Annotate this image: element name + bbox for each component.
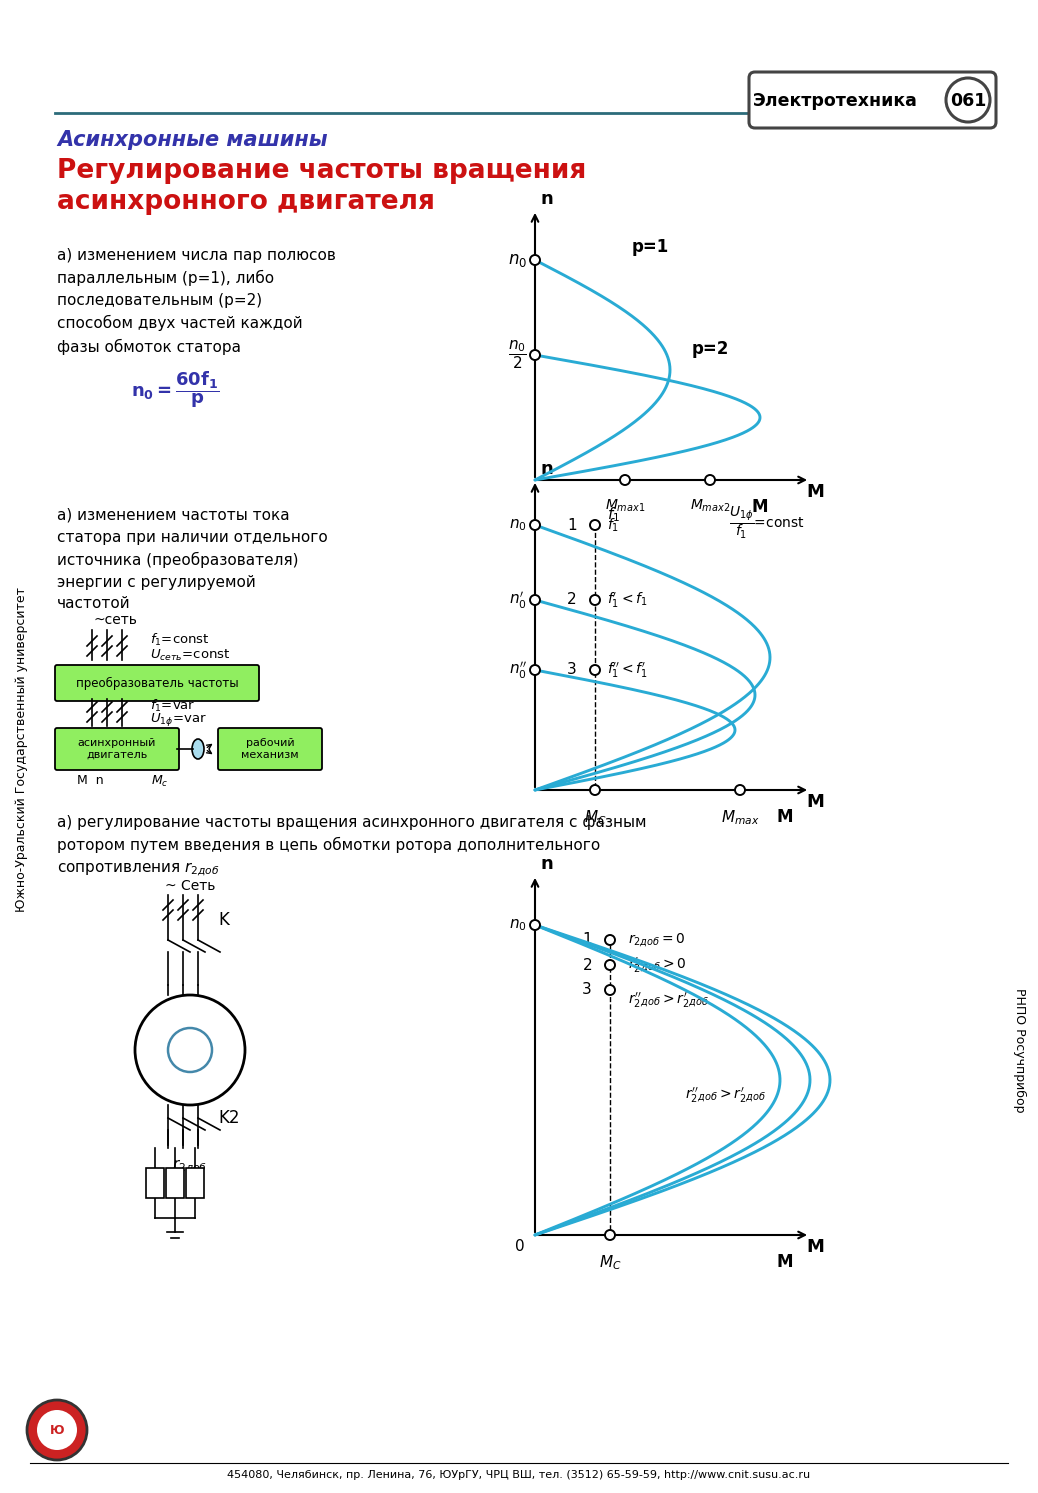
Text: $r_2'_{доб}>0$: $r_2'_{доб}>0$ bbox=[628, 956, 686, 975]
Circle shape bbox=[530, 349, 540, 360]
Text: $f_1'<f_1$: $f_1'<f_1$ bbox=[607, 590, 648, 609]
Text: K: K bbox=[218, 911, 228, 929]
Text: $r_2''_{доб}>r_2'_{доб}$: $r_2''_{доб}>r_2'_{доб}$ bbox=[685, 1085, 766, 1105]
Circle shape bbox=[590, 520, 600, 530]
Circle shape bbox=[620, 475, 630, 485]
Text: а) изменением числа пар полюсов
параллельным (р=1), либо
последовательным (р=2)
: а) изменением числа пар полюсов параллел… bbox=[57, 248, 336, 355]
Text: 3: 3 bbox=[567, 663, 577, 678]
Text: 2: 2 bbox=[582, 957, 592, 972]
Text: а) изменением частоты тока
статора при наличии отдельного
источника (преобразова: а) изменением частоты тока статора при н… bbox=[57, 508, 328, 611]
Text: $\dfrac{U_{1\phi}}{f_1}$=const: $\dfrac{U_{1\phi}}{f_1}$=const bbox=[730, 505, 805, 542]
Text: асинхронный
двигатель: асинхронный двигатель bbox=[78, 738, 156, 760]
Text: $n_0$: $n_0$ bbox=[508, 251, 527, 269]
Text: $\dfrac{n_0}{2}$: $\dfrac{n_0}{2}$ bbox=[508, 339, 527, 372]
Text: $M_C$: $M_C$ bbox=[583, 808, 606, 827]
Text: $M_{max2}$: $M_{max2}$ bbox=[690, 499, 730, 515]
Text: $f_1$=var: $f_1$=var bbox=[151, 697, 195, 714]
Text: $n_0$: $n_0$ bbox=[510, 517, 527, 533]
FancyBboxPatch shape bbox=[146, 1168, 164, 1197]
FancyBboxPatch shape bbox=[55, 729, 179, 770]
Text: 3: 3 bbox=[582, 982, 592, 997]
Circle shape bbox=[590, 596, 600, 605]
Text: $r_{2доб}=0$: $r_{2доб}=0$ bbox=[628, 932, 686, 950]
Text: M  n: M n bbox=[77, 773, 104, 787]
Circle shape bbox=[37, 1409, 77, 1450]
Circle shape bbox=[530, 255, 540, 264]
Text: ~сеть: ~сеть bbox=[93, 614, 137, 627]
FancyBboxPatch shape bbox=[186, 1168, 204, 1197]
Circle shape bbox=[135, 994, 245, 1105]
Text: Электротехника: Электротехника bbox=[753, 93, 918, 110]
Circle shape bbox=[168, 1029, 212, 1072]
Text: $f_1''< f_1'$: $f_1''< f_1'$ bbox=[607, 660, 648, 679]
Text: 454080, Челябинск, пр. Ленина, 76, ЮУрГУ, ЧРЦ ВШ, тел. (3512) 65-59-59, http://w: 454080, Челябинск, пр. Ленина, 76, ЮУрГУ… bbox=[227, 1471, 811, 1480]
Text: $n_0$: $n_0$ bbox=[510, 917, 527, 933]
Text: $M_C$: $M_C$ bbox=[599, 1253, 622, 1272]
Text: M: M bbox=[807, 484, 824, 502]
Text: $f_1$: $f_1$ bbox=[607, 505, 620, 524]
Circle shape bbox=[735, 785, 745, 794]
Circle shape bbox=[590, 664, 600, 675]
Text: 2: 2 bbox=[568, 593, 577, 608]
Circle shape bbox=[590, 785, 600, 794]
Text: Асинхронные машины: Асинхронные машины bbox=[57, 130, 328, 149]
Text: M: M bbox=[807, 1238, 824, 1256]
Text: $U_{сеть}$=const: $U_{сеть}$=const bbox=[151, 648, 230, 663]
Circle shape bbox=[530, 520, 540, 530]
Circle shape bbox=[605, 985, 614, 994]
Text: $r_2''_{доб}>r_2'_{доб}$: $r_2''_{доб}>r_2'_{доб}$ bbox=[628, 990, 709, 1009]
Circle shape bbox=[27, 1400, 87, 1460]
Text: p=1: p=1 bbox=[631, 237, 668, 255]
Text: M: M bbox=[807, 793, 824, 811]
Text: ~ Сеть: ~ Сеть bbox=[165, 879, 215, 893]
Text: Ю: Ю bbox=[50, 1423, 64, 1436]
Text: $n_0'$: $n_0'$ bbox=[510, 590, 527, 611]
Text: $U_{1\phi}$=var: $U_{1\phi}$=var bbox=[151, 712, 207, 729]
Circle shape bbox=[605, 960, 614, 970]
Text: преобразователь частоты: преобразователь частоты bbox=[76, 676, 239, 690]
Text: $M_{max1}$: $M_{max1}$ bbox=[605, 499, 646, 515]
FancyBboxPatch shape bbox=[166, 1168, 184, 1197]
Ellipse shape bbox=[192, 739, 204, 758]
Text: M: M bbox=[776, 1253, 793, 1271]
Text: p=2: p=2 bbox=[691, 340, 729, 358]
Text: M: M bbox=[776, 808, 793, 826]
Text: M: M bbox=[752, 499, 768, 517]
Text: $r_{2доб}$: $r_{2доб}$ bbox=[172, 1157, 208, 1175]
Text: $f_1$=const: $f_1$=const bbox=[151, 632, 210, 648]
Text: $n_0''$: $n_0''$ bbox=[509, 660, 527, 681]
FancyBboxPatch shape bbox=[55, 664, 260, 702]
Text: Регулирование частоты вращения
асинхронного двигателя: Регулирование частоты вращения асинхронн… bbox=[57, 158, 586, 215]
Text: 061: 061 bbox=[950, 93, 986, 110]
Text: а) регулирование частоты вращения асинхронного двигателя с фазным
ротором путем : а) регулирование частоты вращения асинхр… bbox=[57, 815, 647, 878]
Text: рабочий
механизм: рабочий механизм bbox=[241, 738, 299, 760]
Text: K2: K2 bbox=[218, 1109, 240, 1127]
Text: n: n bbox=[541, 460, 553, 478]
Text: n: n bbox=[541, 855, 553, 873]
Text: $M_{max}$: $M_{max}$ bbox=[720, 808, 759, 827]
Text: n: n bbox=[541, 190, 553, 208]
Circle shape bbox=[605, 935, 614, 945]
Text: $M_c$: $M_c$ bbox=[152, 773, 169, 790]
Circle shape bbox=[530, 920, 540, 930]
Text: $\mathbf{n_0 = \dfrac{60f_1}{p}}$: $\mathbf{n_0 = \dfrac{60f_1}{p}}$ bbox=[131, 370, 219, 411]
Circle shape bbox=[530, 664, 540, 675]
Text: $f_1$: $f_1$ bbox=[607, 517, 619, 533]
Circle shape bbox=[946, 78, 990, 122]
Text: 0: 0 bbox=[516, 1239, 525, 1254]
Circle shape bbox=[605, 1230, 614, 1241]
FancyBboxPatch shape bbox=[749, 72, 996, 128]
Text: 1: 1 bbox=[568, 518, 577, 533]
Circle shape bbox=[530, 596, 540, 605]
Text: Южно-Уральский Государственный университет: Южно-Уральский Государственный университ… bbox=[16, 588, 28, 912]
Text: РНПО Росучприбор: РНПО Росучприбор bbox=[1013, 988, 1027, 1112]
FancyBboxPatch shape bbox=[218, 729, 322, 770]
Circle shape bbox=[705, 475, 715, 485]
Text: 1: 1 bbox=[582, 933, 592, 948]
